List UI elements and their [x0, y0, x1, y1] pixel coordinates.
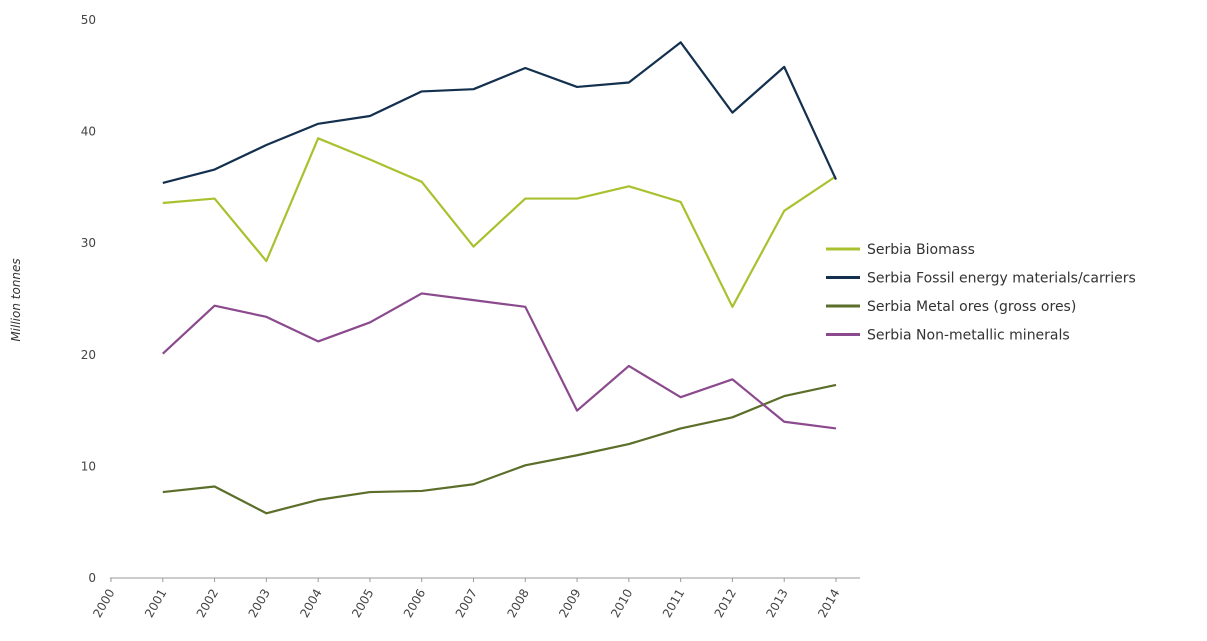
series-line [162, 137, 837, 308]
x-tick-label: 2013 [763, 587, 790, 620]
x-tick-label: 2012 [712, 587, 739, 620]
y-tick-label: 0 [88, 571, 96, 585]
series-line [162, 41, 837, 185]
x-tick-label: 2010 [608, 587, 635, 620]
y-tick-label: 30 [81, 236, 96, 250]
legend-label: Serbia Biomass [867, 242, 975, 258]
x-tick-label: 2001 [142, 587, 169, 620]
y-axis-label: Million tonnes [9, 258, 23, 341]
series-line [162, 292, 837, 430]
x-tick-label: 2004 [297, 587, 324, 620]
x-tick-label: 2000 [90, 587, 117, 620]
legend-label: Serbia Fossil energy materials/carriers [867, 271, 1136, 287]
x-tick-label: 2002 [194, 587, 221, 620]
y-tick-label: 40 [81, 125, 96, 139]
series-line [162, 383, 837, 515]
x-tick-label: 2003 [246, 587, 273, 620]
y-tick-label: 50 [81, 13, 96, 27]
y-tick-label: 10 [81, 459, 96, 473]
x-tick-label: 2006 [401, 587, 428, 620]
x-tick-label: 2005 [349, 587, 376, 620]
legend-label: Serbia Non-metallic minerals [867, 328, 1070, 344]
x-tick-label: 2014 [815, 587, 842, 620]
x-tick-label: 2011 [660, 587, 687, 620]
x-tick-label: 2008 [504, 587, 531, 620]
legend-label: Serbia Metal ores (gross ores) [867, 299, 1076, 315]
y-tick-label: 20 [81, 348, 96, 362]
x-tick-label: 2009 [556, 587, 583, 620]
x-tick-label: 2007 [453, 587, 480, 620]
